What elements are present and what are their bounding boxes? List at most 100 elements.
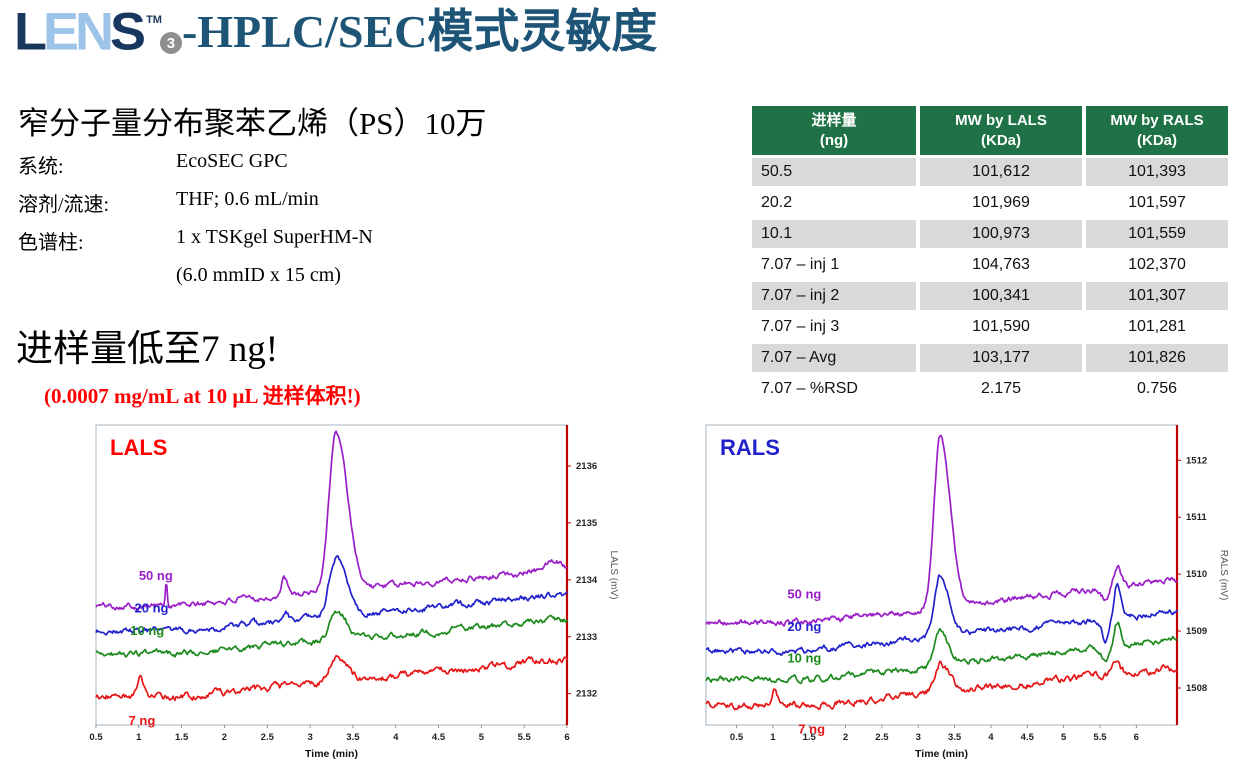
table-row: 10.1 100,973 101,559 (752, 220, 1228, 248)
x-tick-label: 4 (988, 732, 994, 743)
sample-heading: 窄分子量分布聚苯乙烯（PS）10万 (18, 106, 487, 141)
table-header-cell: 进样量 (ng) (752, 106, 916, 155)
table-cell: 101,559 (1086, 220, 1228, 248)
table-body: 50.5 101,612 101,393 20.2 101,969 101,597 10.1… (752, 158, 1228, 403)
table-cell: 100,341 (920, 282, 1082, 310)
table-cell: 104,763 (920, 251, 1082, 279)
spec-value: (6.0 mmID x 15 cm) (176, 264, 341, 286)
note-text: (0.0007 mg/mL at 10 µL 进样体积!) (44, 384, 361, 408)
x-tick-label: 2.5 (875, 732, 889, 743)
spec-label: 溶剂/流速: (18, 194, 110, 216)
trace-label-50ng: 50 ng (139, 568, 173, 583)
table-cell: 101,590 (920, 313, 1082, 341)
y-axis-title: RALS (mV) (1218, 550, 1229, 601)
x-tick-label: 4 (393, 732, 399, 743)
x-tick-label: 3 (916, 732, 921, 743)
table-row: 7.07 – Avg 103,177 101,826 (752, 344, 1228, 372)
x-tick-label: 0.5 (89, 732, 103, 743)
chart-svg: 0.5 1 1.5 2 2.5 3 3.5 4 4.5 5 5.5 6 Time (min) 2132 21… (89, 424, 619, 760)
table-row: 7.07 – %RSD 2.175 0.756 (752, 375, 1228, 403)
x-tick-label: 3.5 (948, 732, 962, 743)
highlight-text: 进样量低至7 ng! (16, 329, 279, 370)
table-cell: 101,597 (1086, 189, 1228, 217)
table-cell: 7.07 – %RSD (752, 375, 916, 403)
trace-label-10ng: 10 ng (787, 650, 821, 665)
trace-10ng (705, 621, 1178, 685)
y-tick-label: 1511 (1186, 512, 1207, 523)
table-cell: 101,969 (920, 189, 1082, 217)
table-cell: 0.756 (1086, 375, 1228, 403)
trace-label-50ng: 50 ng (787, 587, 821, 602)
trace-20ng (95, 555, 568, 636)
x-tick-label: 5 (1061, 732, 1067, 743)
trace-50ng (95, 430, 568, 612)
trace-label-7ng: 7 ng (129, 713, 156, 728)
x-axis-title: Time (min) (305, 748, 358, 760)
trace-7ng (705, 660, 1178, 711)
x-tick-label: 5 (479, 732, 485, 743)
trace-20ng (705, 574, 1178, 656)
spec-value: THF; 0.6 mL/min (176, 188, 319, 210)
x-tick-label: 4.5 (1021, 732, 1035, 743)
x-tick-label: 6 (564, 732, 569, 743)
table-header: 进样量 (ng) MW by LALS (KDa) MW by RALS (KDa) (752, 106, 1228, 155)
table-cell: 102,370 (1086, 251, 1228, 279)
trace-label-20ng: 20 ng (135, 600, 169, 615)
tm-mark: TM (146, 14, 162, 26)
logo-letter: S (110, 2, 146, 62)
chart-title: LALS (110, 435, 167, 460)
table-row: 7.07 – inj 3 101,590 101,281 (752, 313, 1228, 341)
table-header-cell: MW by LALS (KDa) (920, 106, 1082, 155)
y-tick-label: 1509 (1186, 626, 1207, 637)
logo-badge-3: 3 (159, 32, 182, 54)
y-tick-label: 2132 (576, 689, 597, 700)
table-row: 50.5 101,612 101,393 (752, 158, 1228, 186)
x-tick-label: 0.5 (730, 732, 744, 743)
table-cell: 101,612 (920, 158, 1082, 186)
results-table: 进样量 (ng) MW by LALS (KDa) MW by RALS (KDa)… (748, 103, 1232, 406)
table-cell: 100,973 (920, 220, 1082, 248)
y-tick-label: 2135 (576, 518, 598, 529)
table-cell: 7.07 – inj 2 (752, 282, 916, 310)
x-tick-label: 2.5 (261, 732, 275, 743)
x-tick-label: 2 (843, 732, 848, 743)
logo-letter: E (43, 2, 79, 62)
trace-7ng (95, 654, 568, 702)
x-tick-label: 5.5 (518, 732, 532, 743)
chart-title: RALS (720, 435, 780, 460)
page-title: -HPLC/SEC模式灵敏度 (181, 6, 658, 57)
x-tick-label: 1.5 (175, 732, 189, 743)
table-cell: 103,177 (920, 344, 1082, 372)
y-tick-label: 1510 (1186, 569, 1207, 580)
trace-label-20ng: 20 ng (787, 619, 821, 634)
logo-letter: L (14, 2, 47, 62)
table-header-cell: MW by RALS (KDa) (1086, 106, 1228, 155)
x-tick-label: 1 (136, 732, 142, 743)
rals-chromatogram: 0.5 1 1.5 2 2.5 3 3.5 4 4.5 5 5.5 6 Time (min) 1508 15… (698, 418, 1245, 766)
table-row: 7.07 – inj 1 104,763 102,370 (752, 251, 1228, 279)
y-tick-label: 1512 (1186, 455, 1207, 466)
x-tick-label: 5.5 (1093, 732, 1107, 743)
trace-label-10ng: 10 ng (130, 623, 164, 638)
table-row: 20.2 101,969 101,597 (752, 189, 1228, 217)
table-cell: 101,307 (1086, 282, 1228, 310)
x-tick-label: 4.5 (432, 732, 446, 743)
y-axis-title: LALS (mV) (608, 551, 619, 600)
logo-letter: N (75, 2, 114, 62)
x-axis-title: Time (min) (915, 748, 968, 760)
x-tick-label: 1.5 (803, 732, 817, 743)
trace-label-7ng: 7 ng (798, 722, 825, 737)
x-tick-label: 2 (222, 732, 227, 743)
spec-label (18, 264, 176, 287)
spec-value: 1 x TSKgel SuperHM-N (176, 226, 373, 248)
y-tick-label: 2134 (576, 575, 598, 586)
y-tick-label: 2136 (576, 461, 597, 472)
y-tick-label: 1508 (1186, 683, 1207, 694)
table-cell: 7.07 – inj 1 (752, 251, 916, 279)
table-cell: 101,393 (1086, 158, 1228, 186)
spec-value: EcoSEC GPC (176, 150, 288, 172)
lals-chromatogram: 0.5 1 1.5 2 2.5 3 3.5 4 4.5 5 5.5 6 Time (min) 2132 21… (88, 418, 636, 766)
table-row: 7.07 – inj 2 100,341 101,307 (752, 282, 1228, 310)
